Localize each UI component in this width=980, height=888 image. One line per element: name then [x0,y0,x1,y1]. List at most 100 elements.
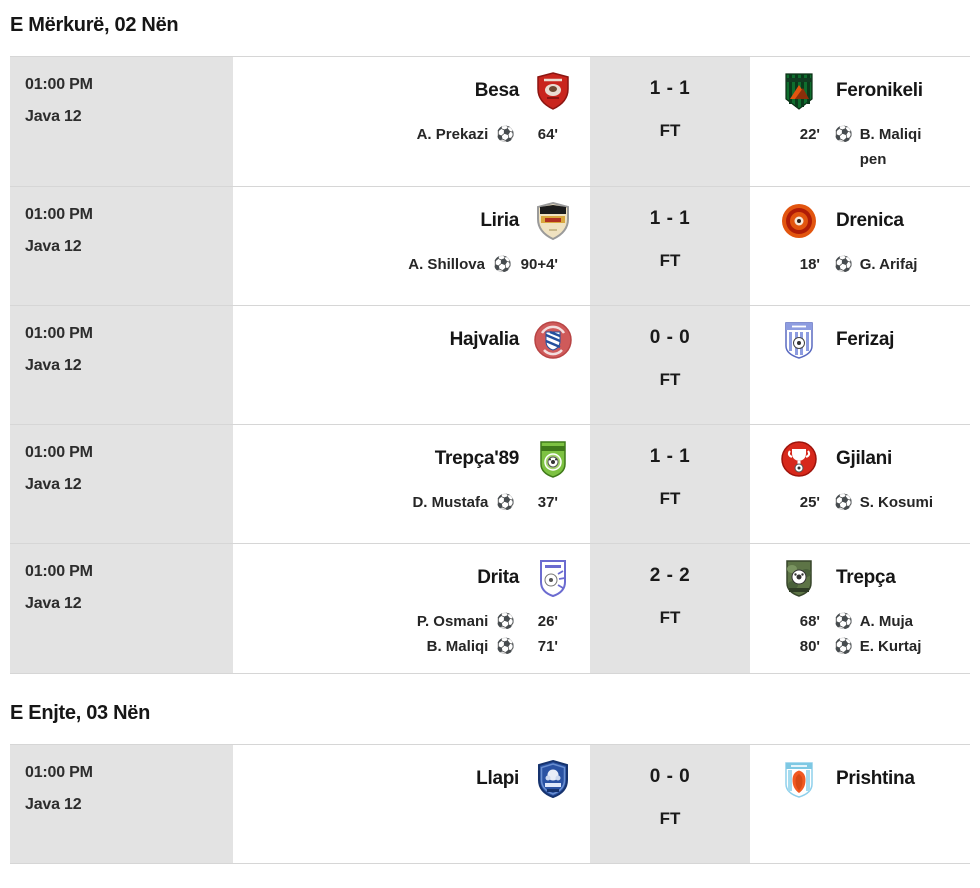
match-meta: 01:00 PM Java 12 [10,57,233,186]
scorer-name: P. Osmani [416,613,489,630]
goal-minute: 22' [799,126,820,143]
goal-minute: 90+4' [520,256,558,273]
home-team-section: Llapi [233,745,590,863]
date-header: E Mërkurë, 02 Nën [10,14,179,36]
scorer-name: D. Mustafa [412,494,489,511]
away-team-section: Trepça 68' ⚽ A. Muja 80' ⚽ E. Kurtaj [750,544,970,673]
home-team-section: Drita P. Osmani ⚽ 26' [233,544,590,673]
score-cell: 1 - 1 FT [590,57,750,186]
goal-ball-icon: ⚽ [834,255,853,273]
score-value: 1 - 1 [649,208,691,229]
fixtures-section: 01:00 PM Java 12 Besa A. Prekaz [10,56,970,674]
scorer-line: D. Mustafa ⚽ 37' [233,490,574,515]
home-scorers: A. Shillova ⚽ 90+4' [233,252,574,277]
round-label: Java 12 [25,108,82,125]
goal-ball-icon: ⚽ [834,493,853,511]
home-team-name[interactable]: Besa [474,80,520,101]
match-row[interactable]: 01:00 PM Java 12 Hajvalia 0 - 0 F [10,305,970,424]
llapi-crest-icon [538,759,568,799]
match-meta: 01:00 PM Java 12 [10,425,233,543]
round-label: Java 12 [25,476,82,493]
home-team-name[interactable]: Trepça'89 [434,448,520,469]
goal-minute: 26' [537,613,558,630]
away-scorers: 25' ⚽ S. Kosumi [778,490,964,515]
score-value: 0 - 0 [649,327,691,348]
match-status: FT [659,608,681,627]
score-value: 1 - 1 [649,446,691,467]
home-team-section: Liria A. Shillova ⚽ 90+4' [233,187,590,305]
away-team-name[interactable]: Feronikeli [836,80,923,101]
match-row[interactable]: 01:00 PM Java 12 Trepça'89 [10,424,970,543]
besa-crest-icon [537,72,569,110]
score-value: 2 - 2 [649,565,691,586]
trepca-crest-icon [786,560,812,597]
kickoff-time: 01:00 PM [25,563,93,580]
match-meta: 01:00 PM Java 12 [10,306,233,424]
goal-minute: 37' [537,494,558,511]
match-row[interactable]: 01:00 PM Java 12 Drita P. Osman [10,543,970,673]
away-team-name[interactable]: Ferizaj [836,329,895,350]
score-cell: 1 - 1 FT [590,425,750,543]
home-team-name[interactable]: Hajvalia [449,329,520,350]
away-team-name[interactable]: Trepça [836,567,896,588]
scorer-name: A. Shillova [408,256,485,273]
home-scorers: D. Mustafa ⚽ 37' [233,490,574,515]
goal-minute: 25' [799,494,820,511]
away-team-section: Prishtina [750,745,970,863]
scorer-line: 80' ⚽ E. Kurtaj [778,634,964,659]
scorer-name: G. Arifaj [859,256,918,273]
away-scorers: 22' ⚽ B. Maliqi pen [778,122,964,172]
drita-crest-icon [540,560,566,598]
match-status: FT [659,370,681,389]
round-label: Java 12 [25,238,82,255]
away-team-section: Gjilani 25' ⚽ S. Kosumi [750,425,970,543]
score-cell: 0 - 0 FT [590,745,750,863]
match-status: FT [659,251,681,270]
home-team-name[interactable]: Drita [477,567,519,588]
goal-ball-icon: ⚽ [496,125,515,143]
scorer-name: A. Prekazi [416,126,489,143]
round-label: Java 12 [25,595,82,612]
goal-minute: 18' [799,256,820,273]
away-team-name[interactable]: Gjilani [836,448,892,469]
goal-ball-icon: ⚽ [834,637,853,655]
hajvalia-crest-icon [534,321,572,359]
match-status: FT [659,121,681,140]
scorer-name: E. Kurtaj [859,638,922,655]
date-header: E Enjte, 03 Nën [10,702,150,724]
goal-minute: 80' [799,638,820,655]
goal-note: pen [859,151,887,168]
goal-minute: 64' [537,126,558,143]
away-team-section: Drenica 18' ⚽ G. Arifaj [750,187,970,305]
prishtina-crest-icon [785,762,813,798]
goal-ball-icon: ⚽ [834,612,853,630]
home-team-name[interactable]: Liria [480,210,519,231]
match-status: FT [659,809,681,828]
scorer-line: 18' ⚽ G. Arifaj [778,252,964,277]
scorer-name: S. Kosumi [859,494,934,511]
away-team-name[interactable]: Drenica [836,210,904,231]
score-cell: 2 - 2 FT [590,544,750,673]
match-meta: 01:00 PM Java 12 [10,187,233,305]
score-value: 1 - 1 [649,78,691,99]
kickoff-time: 01:00 PM [25,325,93,342]
away-team-name[interactable]: Prishtina [836,768,915,789]
scorer-line: P. Osmani ⚽ 26' [233,609,574,634]
match-row[interactable]: 01:00 PM Java 12 Liria A. Shill [10,186,970,305]
match-meta: 01:00 PM Java 12 [10,745,233,863]
match-meta: 01:00 PM Java 12 [10,544,233,673]
score-value: 0 - 0 [649,766,691,787]
goal-ball-icon: ⚽ [496,493,515,511]
fixtures-page: E Mërkurë, 02 Nën 01:00 PM Java 12 Besa [10,14,970,864]
match-row[interactable]: 01:00 PM Java 12 Llapi [10,744,970,863]
away-scorers: 68' ⚽ A. Muja 80' ⚽ E. Kurtaj [778,609,964,659]
scorer-line: A. Prekazi ⚽ 64' [233,122,574,147]
kickoff-time: 01:00 PM [25,764,93,781]
away-team-section: Feronikeli 22' ⚽ B. Maliqi pen [750,57,970,186]
scorer-name: A. Muja [859,613,914,630]
goal-minute: 68' [799,613,820,630]
home-team-name[interactable]: Llapi [476,768,519,789]
match-row[interactable]: 01:00 PM Java 12 Besa A. Prekaz [10,56,970,186]
match-status: FT [659,489,681,508]
trepca89-crest-icon [540,441,566,478]
